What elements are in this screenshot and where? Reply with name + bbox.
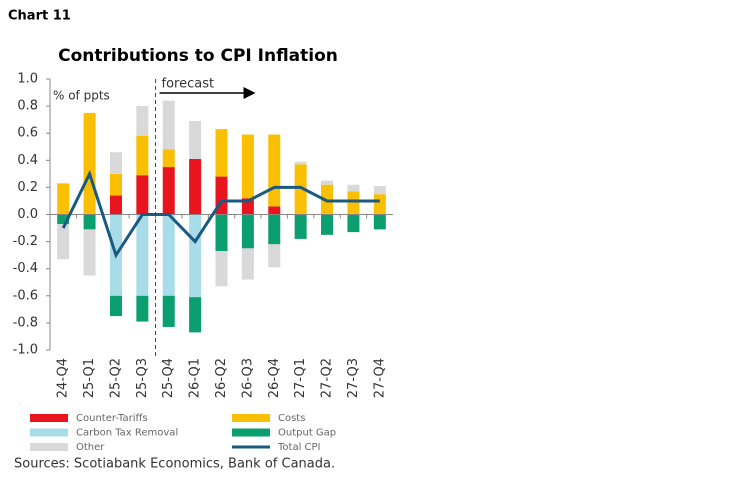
- bar-segment: [347, 191, 360, 215]
- x-tick-label: 27-Q2: [320, 358, 335, 398]
- y-tick-label: 0.6: [17, 126, 38, 141]
- line: [61, 169, 380, 259]
- bar-segment: [268, 244, 281, 268]
- bar-segment: [373, 194, 386, 215]
- x-tick-label: 24-Q4: [56, 358, 71, 398]
- bar-segment: [83, 229, 96, 276]
- bar-segment: [57, 214, 70, 224]
- bar-segment: [268, 214, 281, 245]
- bar-segment: [57, 183, 70, 215]
- bar-segment: [189, 214, 202, 298]
- bar-segment: [162, 295, 175, 327]
- legend-label: Counter-Tariffs: [76, 413, 148, 424]
- chart-title: Contributions to CPI Inflation: [58, 46, 338, 66]
- y-tick-label: -0.8: [13, 315, 38, 330]
- y-tick-label: 0.0: [17, 207, 38, 222]
- legend-swatch: [30, 414, 68, 422]
- x-tick-label: 26-Q1: [188, 358, 203, 398]
- y-tick-label: 1.0: [17, 72, 38, 87]
- bar-segment: [268, 134, 281, 207]
- y-tick-label: -0.2: [13, 234, 38, 249]
- y-tick-label: 0.4: [17, 153, 38, 168]
- legend-label: Total CPI: [277, 442, 321, 453]
- bar-segment: [189, 297, 202, 333]
- bar-segment: [347, 214, 360, 233]
- bar-segment: [83, 112, 96, 215]
- legend-swatch: [232, 428, 270, 437]
- x-tick-label: 25-Q1: [82, 358, 97, 398]
- legend-swatch: [232, 414, 270, 422]
- bar-segment: [215, 214, 228, 252]
- bar-segment: [189, 158, 202, 215]
- bar-segment: [373, 186, 386, 195]
- bar-segment: [215, 251, 228, 287]
- x-tick-label: 26-Q2: [214, 358, 229, 398]
- bar-segment: [136, 106, 149, 136]
- header: Chart 11: [8, 9, 71, 24]
- bar-segment: [109, 295, 122, 317]
- y-tick-label: 0.2: [17, 180, 38, 195]
- bar-segment: [321, 180, 334, 185]
- x-tick-label: 26-Q3: [240, 358, 255, 398]
- legend-label: Costs: [278, 413, 305, 424]
- bar-segment: [268, 206, 281, 215]
- x-tick-label: 25-Q3: [135, 358, 150, 398]
- bar-segment: [241, 248, 254, 280]
- bar-segment: [294, 164, 307, 215]
- bar-segment: [162, 214, 175, 296]
- x-tick-label: 26-Q4: [267, 358, 282, 398]
- bar-segment: [57, 223, 70, 260]
- x-tick-label: 27-Q3: [346, 358, 361, 398]
- y-tick-label: -0.6: [13, 288, 38, 303]
- x-tick-label: 27-Q4: [372, 358, 387, 398]
- bar-segment: [241, 214, 254, 249]
- x-tick-label: 25-Q4: [161, 358, 176, 398]
- bar-segment: [162, 149, 175, 168]
- y-tick-label: 0.8: [17, 99, 38, 114]
- x-tick-label: 27-Q1: [293, 358, 308, 398]
- bar-segment: [109, 173, 122, 196]
- bar-segment: [109, 152, 122, 174]
- x-tick-label: 25-Q2: [108, 358, 123, 398]
- forecast-arrowhead: [243, 87, 256, 99]
- source: Sources: Scotiabank Economics, Bank of C…: [14, 457, 335, 472]
- bar-segment: [136, 135, 149, 176]
- bar-segment: [83, 214, 96, 230]
- bar-segment: [136, 214, 149, 296]
- bar-segment: [189, 121, 202, 159]
- bar-segment: [294, 214, 307, 239]
- bar-segment: [162, 167, 175, 215]
- legend-label: Output Gap: [278, 428, 336, 439]
- bar-segment: [136, 175, 149, 215]
- legend-swatch: [30, 428, 68, 437]
- bar-segment: [347, 184, 360, 192]
- y-tick-label: -0.4: [13, 261, 38, 276]
- legend-swatch: [30, 443, 68, 451]
- bar-segment: [136, 295, 149, 322]
- bar-segment: [162, 100, 175, 150]
- y-tick-label: -1.0: [13, 343, 38, 358]
- bar-segment: [109, 195, 122, 215]
- bar-segment: [321, 214, 334, 235]
- y-label: % of ppts: [53, 89, 110, 103]
- forecast-label: forecast: [162, 77, 215, 92]
- legend-label: Carbon Tax Removal: [76, 428, 178, 439]
- bar-segment: [294, 161, 307, 165]
- legend-label: Other: [76, 442, 105, 453]
- bar-segment: [241, 134, 254, 199]
- bar-segment: [373, 214, 386, 230]
- bar-segment: [215, 129, 228, 177]
